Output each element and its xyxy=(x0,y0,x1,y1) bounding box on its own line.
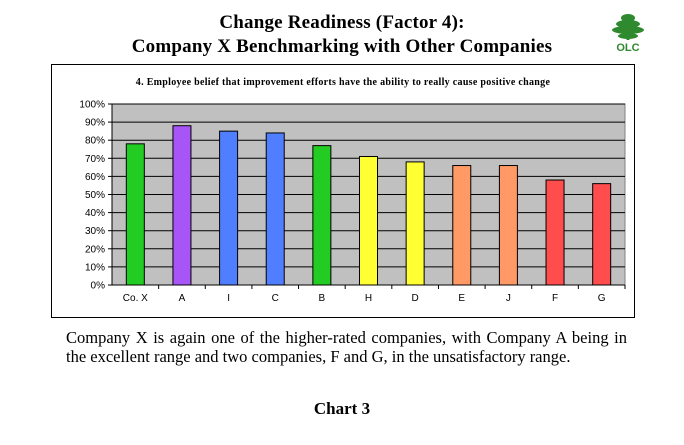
bar-e xyxy=(452,165,472,286)
y-tick-label: 0% xyxy=(91,281,106,292)
logo-text: OLC xyxy=(616,42,640,54)
chart-number-label: Chart 3 xyxy=(313,399,371,418)
bar-a xyxy=(172,125,192,286)
y-tick-label: 80% xyxy=(85,136,105,147)
x-tick-label: A xyxy=(179,293,186,304)
y-tick-label: 20% xyxy=(85,244,105,255)
y-tick-label: 40% xyxy=(85,208,105,219)
bar-d xyxy=(405,161,425,286)
chart-container: 4. Employee belief that improvement effo… xyxy=(51,64,635,318)
bar-chart: 0% 10% 20% 30% 40% 50% 60% 70% 80% 90% 100% Co. X A I… xyxy=(79,100,626,304)
tree-icon xyxy=(612,14,644,40)
bar-j xyxy=(498,165,518,286)
x-tick-label: H xyxy=(365,293,372,304)
y-tick-label: 50% xyxy=(85,190,105,201)
bar-b xyxy=(312,145,332,286)
y-tick-label: 90% xyxy=(85,118,105,129)
bar-i xyxy=(219,130,239,286)
x-tick-label: B xyxy=(319,293,326,304)
y-tick-label: 70% xyxy=(85,154,105,165)
bar-g xyxy=(592,183,612,286)
y-tick-label: 60% xyxy=(85,172,105,183)
page-title-line-1: Change Readiness (Factor 4): xyxy=(219,12,465,33)
x-tick-label: D xyxy=(412,293,419,304)
bar-f xyxy=(545,179,565,286)
bar-co-x xyxy=(125,143,145,286)
x-tick-label: E xyxy=(458,293,465,304)
bar-h xyxy=(359,155,378,286)
y-tick-label: 100% xyxy=(79,100,105,111)
x-tick-label: C xyxy=(272,293,279,304)
chart-title: 4. Employee belief that improvement effo… xyxy=(135,77,551,88)
x-tick-label: I xyxy=(227,293,230,304)
y-tick-label: 10% xyxy=(85,262,105,273)
page-title-line-2: Company X Benchmarking with Other Compan… xyxy=(131,36,553,57)
olc-logo: OLC xyxy=(606,10,650,56)
bar-c xyxy=(265,132,285,286)
caption-text: Company X is again one of the higher-rat… xyxy=(66,328,627,366)
x-tick-label: Co. X xyxy=(123,293,148,304)
x-tick-label: F xyxy=(552,293,558,304)
y-tick-label: 30% xyxy=(85,226,105,237)
x-tick-label: J xyxy=(506,293,511,304)
x-tick-label: G xyxy=(598,293,606,304)
